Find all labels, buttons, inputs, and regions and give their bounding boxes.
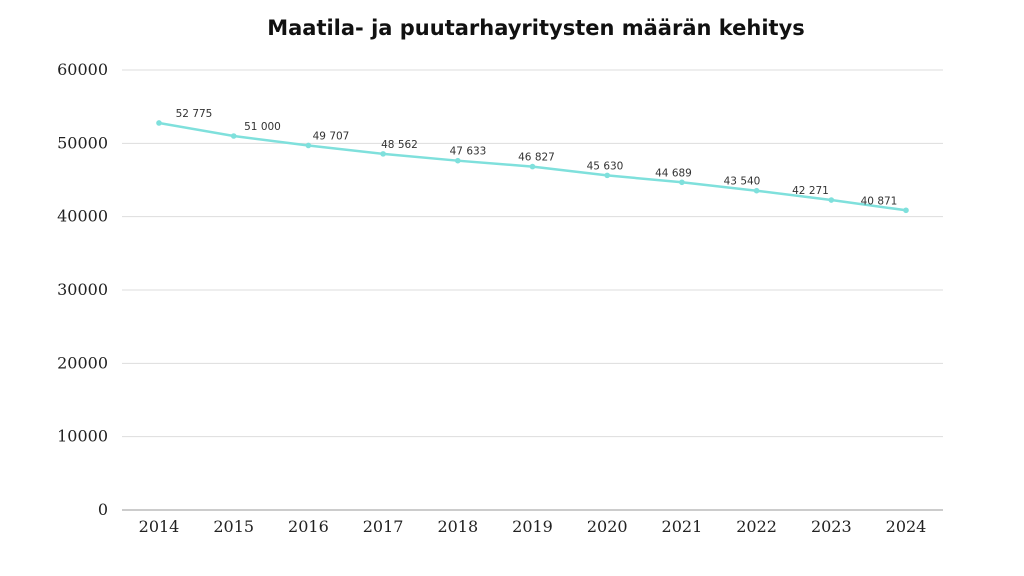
x-tick-label: 2018 [437,517,478,536]
x-tick-label: 2021 [662,517,703,536]
data-label: 51 000 [244,121,281,133]
data-label: 48 562 [381,139,418,151]
data-point [305,142,312,149]
y-tick-label: 40000 [57,207,108,226]
data-label: 49 707 [313,130,350,142]
data-label: 43 540 [724,176,761,188]
data-label: 46 827 [518,152,555,164]
data-point [156,120,162,126]
data-point [604,172,610,179]
data-point [679,179,685,186]
data-label: 40 871 [861,195,898,207]
y-tick-label: 30000 [57,280,108,299]
data-label: 44 689 [655,167,692,179]
y-tick-label: 50000 [57,133,108,152]
data-point [828,197,835,203]
data-point [455,157,461,164]
data-point [903,207,909,214]
y-tick-label: 10000 [57,427,108,446]
x-tick-label: 2024 [886,517,927,536]
x-tick-label: 2020 [587,517,628,536]
x-tick-label: 2019 [512,517,553,536]
data-point [380,151,386,157]
data-point [753,187,760,194]
y-tick-label: 60000 [57,60,108,79]
data-label: 52 775 [176,108,213,120]
data-label: 47 633 [450,146,487,158]
data-label: 45 630 [587,160,624,172]
chart-title: Maatila- ja puutarhayritysten määrän keh… [267,16,805,40]
y-tick-label: 20000 [57,353,108,372]
y-tick-label: 0 [98,500,108,519]
x-tick-label: 2016 [288,517,329,536]
x-tick-label: 2017 [363,517,404,536]
data-point [529,163,536,170]
x-tick-label: 2022 [736,517,777,536]
data-point [230,133,237,139]
x-tick-label: 2015 [213,517,254,536]
x-tick-label: 2023 [811,517,852,536]
data-label: 42 271 [792,185,829,197]
x-tick-label: 2014 [139,517,180,536]
